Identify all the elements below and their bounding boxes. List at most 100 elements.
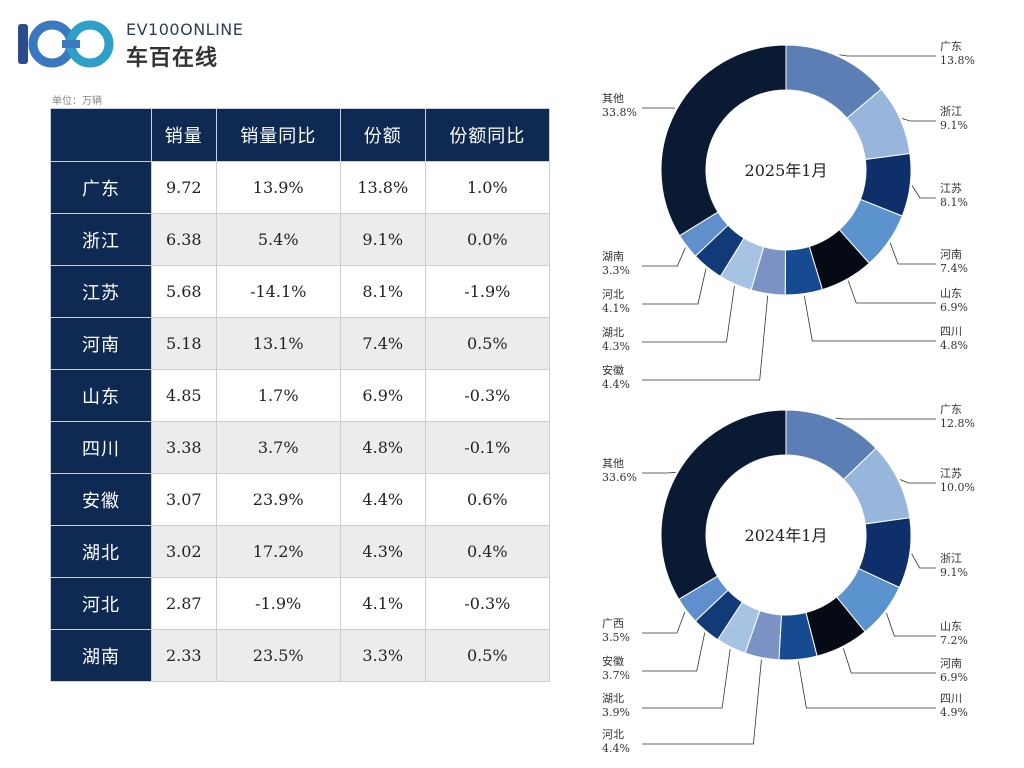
- slice-value-label: 3.3%: [602, 264, 630, 277]
- slice-label: 广东: [940, 40, 962, 53]
- value-cell: 0.6%: [424, 473, 551, 526]
- province-cell: 河北: [50, 577, 152, 630]
- slice-其他: [660, 44, 787, 237]
- value-cell: -0.1%: [424, 421, 551, 474]
- province-cell: 广东: [50, 161, 152, 214]
- table-row: 浙江 6.38 5.4% 9.1% 0.0%: [50, 213, 551, 266]
- slice-label: 浙江: [940, 105, 962, 118]
- leader-line: [803, 295, 936, 342]
- value-cell: 3.02: [151, 525, 217, 578]
- value-cell: 9.72: [151, 161, 217, 214]
- value-cell: 0.4%: [424, 525, 551, 578]
- table-row: 广东 9.72 13.9% 13.8% 1.0%: [50, 161, 551, 214]
- slice-value-label: 4.4%: [602, 742, 630, 755]
- value-cell: 2.87: [151, 577, 217, 630]
- slice-label: 广东: [940, 403, 962, 416]
- value-cell: -14.1%: [215, 265, 341, 318]
- value-cell: -1.9%: [215, 577, 341, 630]
- leader-line: [642, 286, 735, 343]
- province-cell: 河南: [50, 317, 152, 370]
- value-cell: 5.18: [151, 317, 217, 370]
- table-row: 河南 5.18 13.1% 7.4% 0.5%: [50, 317, 551, 370]
- leader-line: [842, 648, 936, 674]
- leader-line: [642, 247, 686, 267]
- slice-label: 其他: [602, 92, 624, 105]
- leader-line: [642, 472, 676, 474]
- province-cell: 四川: [50, 421, 152, 474]
- slice-label: 河北: [602, 728, 624, 741]
- slice-value-label: 9.1%: [940, 566, 968, 579]
- slice-value-label: 33.8%: [602, 106, 637, 119]
- value-cell: 0.0%: [424, 213, 551, 266]
- leader-line: [911, 553, 936, 569]
- value-cell: 0.5%: [424, 317, 551, 370]
- chart-title: 2024年1月: [745, 526, 828, 545]
- value-cell: 6.9%: [339, 369, 426, 422]
- slice-value-label: 4.8%: [940, 339, 968, 352]
- leader-line: [642, 659, 762, 745]
- slice-value-label: 7.4%: [940, 262, 968, 275]
- leader-line: [642, 268, 707, 305]
- unit-note: 单位：万辆: [52, 96, 102, 107]
- slice-label: 其他: [602, 457, 624, 470]
- slice-value-label: 6.9%: [940, 301, 968, 314]
- table-row: 山东 4.85 1.7% 6.9% -0.3%: [50, 369, 551, 422]
- leader-line: [642, 295, 769, 381]
- header-blank: [50, 108, 152, 162]
- leader-line: [911, 185, 936, 199]
- table-row: 江苏 5.68 -14.1% 8.1% -1.9%: [50, 265, 551, 318]
- column-header: 销量: [151, 108, 217, 162]
- value-cell: 4.4%: [339, 473, 426, 526]
- slice-label: 河北: [602, 288, 624, 301]
- leader-line: [885, 612, 936, 637]
- value-cell: 6.38: [151, 213, 217, 266]
- slice-label: 湖北: [602, 692, 624, 705]
- leader-line: [889, 242, 936, 265]
- leader-line: [797, 661, 936, 709]
- value-cell: -0.3%: [424, 577, 551, 630]
- value-cell: 4.1%: [339, 577, 426, 630]
- value-cell: 23.9%: [215, 473, 341, 526]
- column-header: 份额同比: [424, 108, 551, 162]
- leader-line: [642, 611, 686, 634]
- slice-value-label: 9.1%: [940, 119, 968, 132]
- value-cell: 4.85: [151, 369, 217, 422]
- value-cell: 2.33: [151, 629, 217, 682]
- value-cell: 0.5%: [424, 629, 551, 682]
- table-row: 四川 3.38 3.7% 4.8% -0.1%: [50, 421, 551, 474]
- column-header: 份额: [339, 108, 426, 162]
- slice-label: 四川: [940, 325, 962, 338]
- slice-label: 河南: [940, 248, 962, 261]
- slice-value-label: 3.9%: [602, 706, 630, 719]
- slice-label: 山东: [940, 287, 962, 300]
- value-cell: 1.7%: [215, 369, 341, 422]
- slice-value-label: 4.4%: [602, 378, 630, 390]
- sales-table: 销量 销量同比 份额 份额同比 广东 9.72 13.9% 13.8% 1.0% 浙江 6.38 5…: [50, 108, 551, 682]
- leader-line: [847, 280, 936, 304]
- value-cell: 13.8%: [339, 161, 426, 214]
- value-cell: 4.8%: [339, 421, 426, 474]
- logo-brand: EV100ONLINE: [126, 20, 244, 39]
- province-cell: 湖南: [50, 629, 152, 682]
- logo-mark-icon: [18, 20, 114, 68]
- slice-label: 安徽: [602, 363, 624, 377]
- province-cell: 湖北: [50, 525, 152, 578]
- slice-label: 湖南: [602, 250, 624, 263]
- leader-line: [900, 479, 936, 484]
- slice-label: 湖北: [602, 326, 624, 339]
- table-body: 广东 9.72 13.9% 13.8% 1.0% 浙江 6.38 5.4% 9.1% 0.0% 江苏…: [50, 161, 551, 682]
- slice-value-label: 6.9%: [940, 671, 968, 684]
- donut-chart-2025: 广东13.8%浙江9.1%江苏8.1%河南7.4%山东6.9%四川4.8%安徽4…: [602, 40, 975, 390]
- table-header-row: 销量 销量同比 份额 份额同比: [50, 108, 551, 162]
- column-header: 销量同比: [215, 108, 341, 162]
- slice-label: 广西: [602, 617, 624, 630]
- logo: EV100ONLINE 车百在线: [14, 18, 243, 71]
- province-cell: 安徽: [50, 473, 152, 526]
- slice-label: 江苏: [940, 182, 962, 195]
- slice-value-label: 10.0%: [940, 481, 975, 494]
- value-cell: 3.07: [151, 473, 217, 526]
- value-cell: 9.1%: [339, 213, 426, 266]
- slice-label: 四川: [940, 692, 962, 705]
- value-cell: 23.5%: [215, 629, 341, 682]
